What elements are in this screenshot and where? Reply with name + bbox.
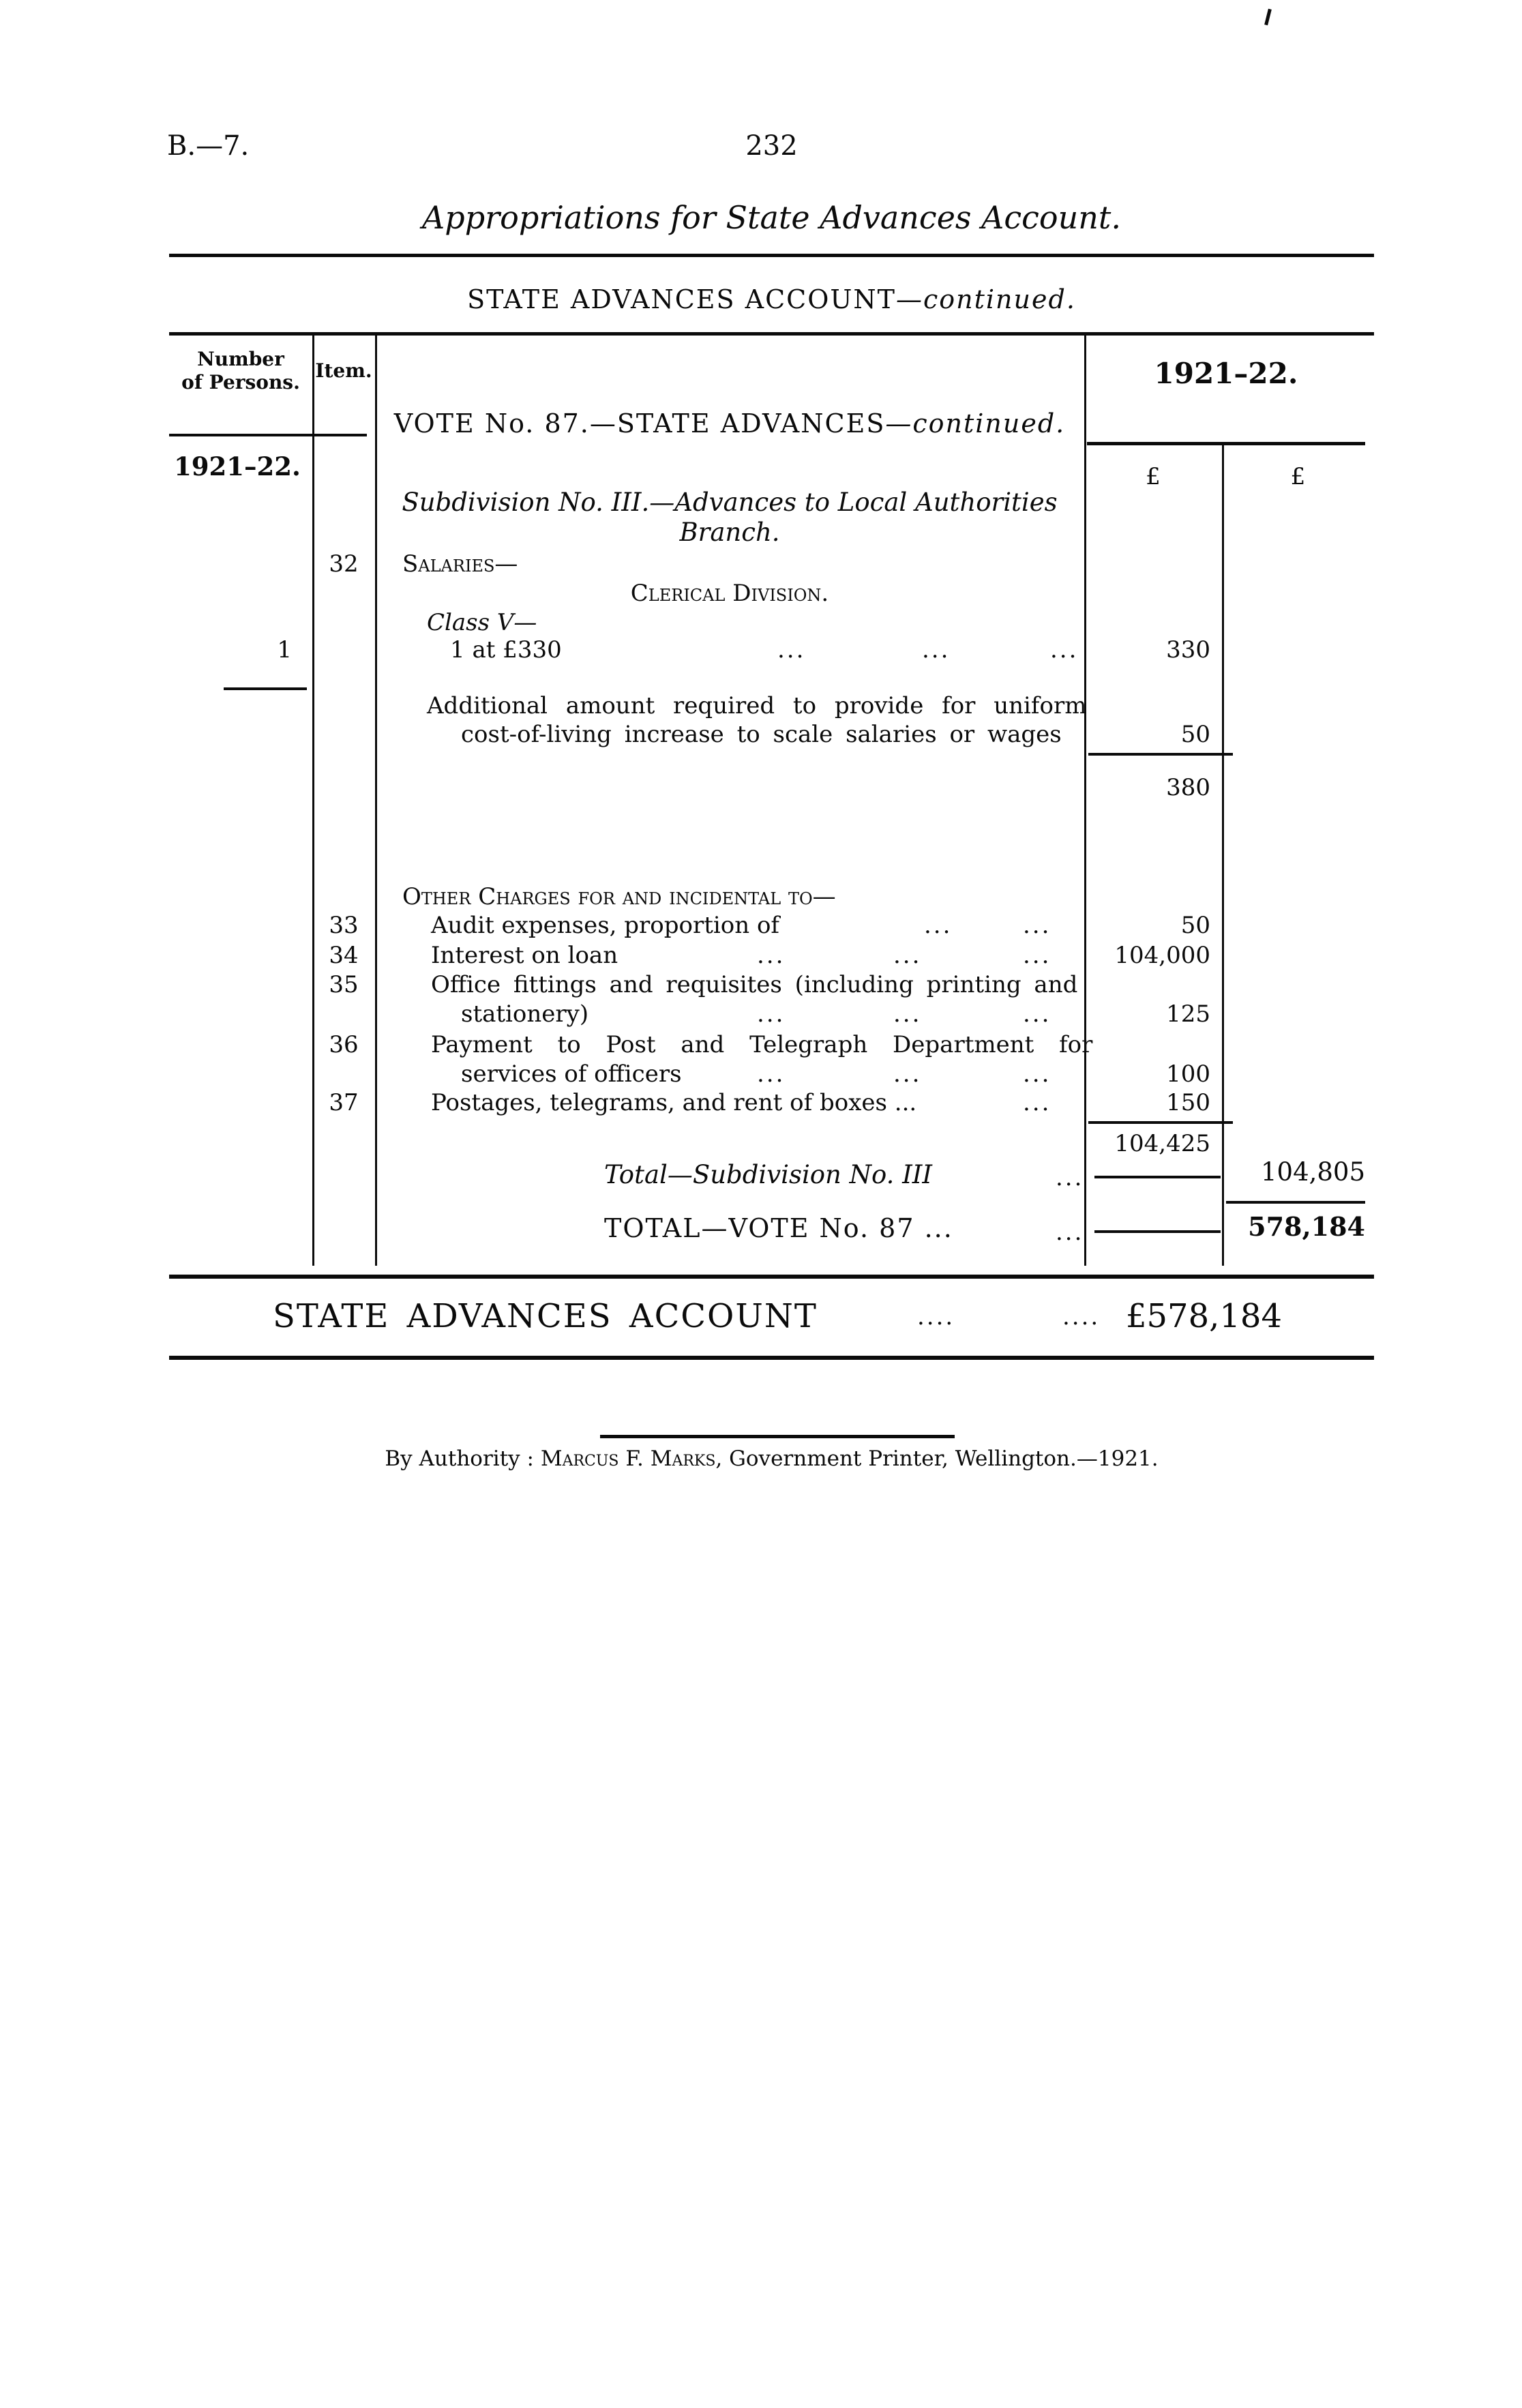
doc-ref: B.—7.: [167, 130, 250, 162]
item-number-37: 37: [329, 1089, 359, 1116]
vote-heading-continued: —continued.: [885, 408, 1066, 439]
item-35-label-line1: Office fittings and requisites (includin…: [431, 971, 1078, 998]
item-number-36: 36: [329, 1031, 359, 1058]
amount-col-closing-rule: [1094, 1176, 1221, 1178]
item-number-35: 35: [329, 971, 359, 998]
dot-leader: ...: [1023, 942, 1051, 969]
dot-leader: ...: [922, 636, 951, 664]
item-36-label-line2: services of officers: [461, 1060, 682, 1088]
imprint-printer-name: Marcus F. Marks: [540, 1446, 716, 1471]
dot-leader: ...: [1023, 1000, 1051, 1028]
dot-leader: ...: [757, 1060, 786, 1088]
year-header-rule: [1087, 442, 1365, 445]
item-37-value: 150: [1166, 1089, 1210, 1116]
footer-rule: [600, 1435, 955, 1438]
dot-leader: ...: [893, 1060, 922, 1088]
amount-col-closing-rule-2: [1094, 1230, 1221, 1233]
col-header-item: Item.: [315, 359, 372, 382]
item-35-label-line2: stationery): [461, 1000, 589, 1028]
persons-year-label: 1921–22.: [174, 451, 301, 481]
persons-total-rule: [224, 687, 307, 690]
total-vote-value: 578,184: [1248, 1211, 1365, 1242]
total-subdivision-value: 104,805: [1260, 1157, 1365, 1187]
imprint-suffix: , Government Printer, Wellington.—1921.: [715, 1446, 1159, 1471]
class-v-label: Class V—: [427, 609, 537, 636]
item-number-32: 32: [329, 550, 359, 578]
table-top-rule: [169, 332, 1374, 336]
persons-count: 1: [277, 636, 292, 664]
scan-artifact-mark: [1264, 8, 1272, 26]
pound-sign-amount-col: £: [1146, 463, 1161, 490]
additional-amount-line2: cost-of-living increase to scale salarie…: [461, 721, 1062, 748]
dot-leader: ...: [1056, 1219, 1084, 1246]
dot-leader: ....: [917, 1303, 955, 1331]
salaries-heading: Salaries—: [402, 550, 518, 578]
salaries-subtotal-value: 380: [1166, 774, 1210, 801]
doc-title: Appropriations for State Advances Accoun…: [422, 199, 1121, 236]
total-vote-label: TOTAL—VOTE No. 87 ...: [604, 1213, 953, 1243]
vline-amount-total: [1222, 443, 1224, 1266]
clerical-division-heading: Clerical Division.: [630, 580, 829, 607]
section-heading-continued: —continued.: [896, 284, 1076, 314]
item-33-value: 50: [1180, 912, 1210, 939]
col-header-persons-line2: of Persons.: [181, 371, 300, 393]
dot-leader: ...: [1056, 1164, 1084, 1191]
other-charges-subtotal-rule: [1088, 1121, 1233, 1124]
section-heading-main: STATE ADVANCES ACCOUNT: [467, 284, 896, 314]
item-37-label: Postages, telegrams, and rent of boxes .…: [431, 1089, 917, 1116]
col-header-persons: Number of Persons.: [169, 348, 312, 394]
other-charges-subtotal-value: 104,425: [1114, 1130, 1210, 1157]
vline-persons-item: [312, 334, 314, 1266]
dot-leader: ...: [757, 1000, 786, 1028]
item-number-33: 33: [329, 912, 359, 939]
dot-leader: ...: [1023, 1089, 1051, 1116]
vline-desc-amount: [1084, 334, 1086, 1266]
col-header-persons-line1: Number: [197, 348, 284, 370]
item-34-label: Interest on loan: [431, 942, 618, 969]
imprint-line: By Authority : Marcus F. Marks, Governme…: [169, 1447, 1374, 1471]
total-subdivision-label: Total—Subdivision No. III: [604, 1160, 933, 1189]
dot-leader: ...: [1023, 912, 1051, 939]
subdivision-heading-line2: Branch.: [679, 518, 780, 547]
vline-item-desc: [375, 334, 377, 1266]
dot-leader: ...: [777, 636, 806, 664]
item-33-label: Audit expenses, proportion of: [431, 912, 780, 939]
vote-heading-main: VOTE No. 87.—STATE ADVANCES: [393, 408, 886, 439]
dot-leader: ...: [893, 942, 922, 969]
persons-header-rule: [169, 434, 312, 436]
title-rule: [169, 254, 1374, 257]
page-number: 232: [745, 130, 798, 162]
dot-leader: ....: [1062, 1303, 1101, 1331]
item-36-value: 100: [1166, 1060, 1210, 1088]
item-header-rule: [312, 434, 367, 436]
vote-heading: VOTE No. 87.—STATE ADVANCES—continued.: [375, 409, 1084, 439]
subdivision-heading-line1: Subdivision No. III.—Advances to Local A…: [402, 488, 1058, 517]
additional-amount-line1: Additional amount required to provide fo…: [427, 692, 1087, 719]
salary-entry-label: 1 at £330: [450, 636, 562, 664]
dot-leader: ...: [924, 912, 953, 939]
account-summary-label: STATE ADVANCES ACCOUNT: [273, 1297, 818, 1335]
item-number-34: 34: [329, 942, 359, 969]
account-summary-value: £578,184: [1125, 1297, 1282, 1335]
salary-entry-value: 330: [1166, 636, 1210, 664]
col-header-year: 1921–22.: [1154, 357, 1298, 390]
dot-leader: ...: [757, 942, 786, 969]
item-34-value: 104,000: [1114, 942, 1210, 969]
dot-leader: ...: [893, 1000, 922, 1028]
salaries-subtotal-rule: [1088, 753, 1233, 756]
dot-leader: ...: [1050, 636, 1079, 664]
other-charges-heading: Other Charges for and incidental to—: [402, 883, 836, 910]
pound-sign-total-col: £: [1290, 463, 1306, 490]
dot-leader: ...: [1023, 1060, 1051, 1088]
imprint-prefix: By Authority :: [385, 1446, 541, 1471]
total-col-rule: [1226, 1201, 1365, 1204]
table-bottom-rule: [169, 1275, 1374, 1279]
additional-amount-value: 50: [1180, 721, 1210, 748]
item-35-value: 125: [1166, 1000, 1210, 1028]
section-heading: STATE ADVANCES ACCOUNT—continued.: [169, 285, 1374, 314]
summary-bottom-rule: [169, 1356, 1374, 1360]
item-36-label-line1: Payment to Post and Telegraph Department…: [431, 1031, 1093, 1058]
